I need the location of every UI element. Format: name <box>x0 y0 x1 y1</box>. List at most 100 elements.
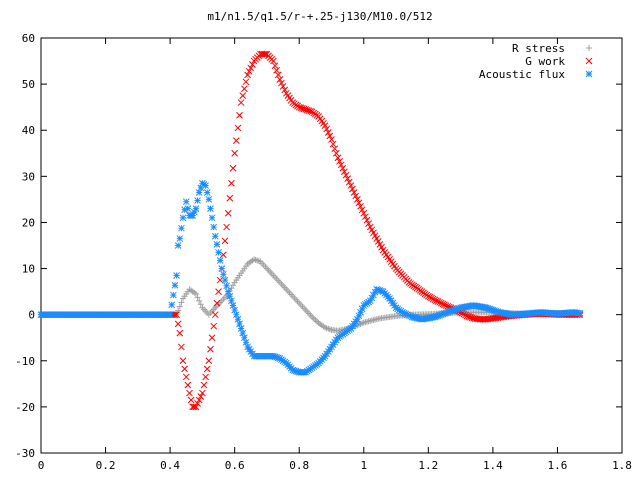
data-point <box>342 171 350 179</box>
data-point <box>368 294 376 302</box>
data-point <box>234 124 242 132</box>
legend-marker <box>585 57 593 65</box>
data-point <box>210 223 218 231</box>
data-point <box>178 224 185 232</box>
data-point <box>194 197 201 204</box>
data-point <box>194 294 201 301</box>
data-point <box>236 111 243 119</box>
legend-label: R stress <box>512 42 565 55</box>
data-point <box>245 68 253 75</box>
data-point <box>194 400 201 407</box>
data-point <box>195 189 203 196</box>
x-tick-label: 0 <box>38 459 45 472</box>
data-point <box>215 288 222 295</box>
data-point <box>226 194 234 202</box>
data-point <box>196 297 203 304</box>
data-point <box>321 122 329 129</box>
data-point <box>202 373 209 381</box>
data-point <box>205 196 213 203</box>
data-point <box>205 357 213 365</box>
data-point <box>328 136 335 143</box>
data-point <box>339 164 347 172</box>
data-point <box>276 76 284 83</box>
data-point <box>211 232 219 240</box>
legend-label: G work <box>525 55 565 68</box>
data-point <box>347 182 355 189</box>
x-tick-label: 1.8 <box>612 459 632 472</box>
data-point <box>224 209 232 217</box>
data-point <box>271 62 279 70</box>
data-point <box>178 299 185 306</box>
data-point <box>223 282 230 290</box>
data-point <box>199 389 206 397</box>
data-point <box>213 240 221 248</box>
data-point <box>176 235 184 242</box>
data-point <box>210 322 218 330</box>
x-tick-label: 1.2 <box>418 459 438 472</box>
data-point <box>349 185 356 193</box>
data-point <box>441 301 448 309</box>
data-point <box>192 290 199 297</box>
data-point <box>189 403 197 411</box>
data-point <box>169 311 177 319</box>
data-point <box>258 50 266 58</box>
series-1 <box>37 50 584 411</box>
data-point <box>208 334 216 342</box>
data-point <box>433 297 440 305</box>
data-point <box>344 175 351 182</box>
data-point <box>332 149 340 157</box>
data-point <box>240 85 248 93</box>
data-point <box>192 403 200 411</box>
data-point <box>434 298 442 305</box>
x-axis: 0 0.2 0.4 0.6 0.8 1 1.2 1.4 1.6 1.8 <box>38 38 632 472</box>
data-point <box>173 272 180 279</box>
data-point <box>476 315 484 323</box>
data-point <box>436 298 443 306</box>
data-point <box>179 357 187 365</box>
data-point <box>363 216 371 224</box>
data-point <box>168 301 176 309</box>
data-point <box>171 311 179 319</box>
data-point <box>176 329 184 337</box>
data-point <box>187 396 195 404</box>
data-point <box>323 125 331 133</box>
data-point <box>242 78 250 86</box>
y-tick-label: -20 <box>15 401 35 414</box>
data-point <box>244 71 251 79</box>
data-point <box>366 297 374 305</box>
data-point <box>279 83 287 90</box>
data-point <box>362 213 369 221</box>
data-point <box>192 205 200 212</box>
series-0 <box>38 256 584 334</box>
x-tick-label: 0.4 <box>160 459 180 472</box>
x-tick-label: 1.6 <box>548 459 568 472</box>
data-point <box>182 373 190 381</box>
data-point <box>337 161 345 169</box>
data-point <box>208 214 216 222</box>
data-point <box>195 396 203 404</box>
data-point <box>237 99 245 106</box>
data-point <box>207 345 214 353</box>
x-tick-label: 1 <box>360 459 367 472</box>
data-point <box>229 164 237 172</box>
series-layer <box>37 50 584 411</box>
data-point <box>437 299 445 307</box>
data-point <box>439 300 447 308</box>
data-point <box>307 107 314 115</box>
y-tick-label: 40 <box>22 124 35 137</box>
data-point <box>179 214 187 222</box>
data-point <box>358 206 366 214</box>
data-point <box>334 154 342 162</box>
data-point <box>431 296 439 304</box>
data-point <box>221 237 229 245</box>
data-point <box>260 50 268 58</box>
data-point <box>221 276 229 284</box>
data-point <box>341 168 348 176</box>
data-point <box>240 334 248 342</box>
data-point <box>478 315 485 323</box>
data-point <box>220 270 227 278</box>
data-point <box>181 365 188 373</box>
data-point <box>357 202 364 210</box>
y-tick-label: 60 <box>22 32 35 45</box>
